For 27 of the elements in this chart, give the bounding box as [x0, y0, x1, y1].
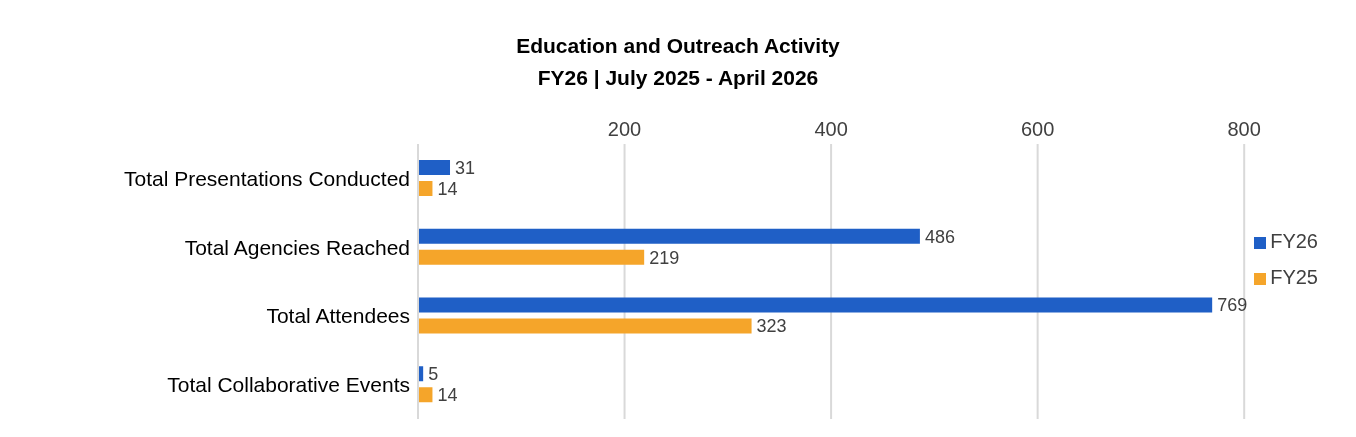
data-label: 5: [428, 364, 439, 385]
legend-label: FY26: [1270, 230, 1318, 252]
x-tick-label: 400: [814, 118, 848, 140]
bar: [418, 387, 433, 403]
y-tick-label: Total Collaborative Events: [167, 373, 410, 397]
data-label: 486: [924, 226, 955, 247]
data-label: 14: [437, 178, 458, 199]
bar: [418, 181, 433, 196]
data-label: 323: [756, 316, 787, 337]
data-label: 769: [1217, 295, 1248, 316]
y-tick-label: Total Presentations Conducted: [123, 166, 410, 190]
bar: [418, 297, 1213, 313]
y-tick-label: Total Agencies Reached: [184, 235, 410, 259]
bar: [418, 318, 752, 334]
x-tick-label: 600: [1020, 118, 1055, 140]
legend-label: FY25: [1270, 266, 1318, 288]
bar: [418, 160, 451, 175]
data-label: 219: [649, 247, 680, 268]
data-label: 14: [437, 385, 458, 406]
bar: [418, 228, 920, 244]
chart-subtitle: FY26 | July 2025 - April 2026: [536, 65, 820, 91]
x-tick-label: 200: [607, 118, 642, 140]
data-label: 31: [455, 157, 476, 178]
chart-title: Education and Outreach Activity: [515, 33, 841, 59]
bar: [418, 249, 645, 265]
y-tick-label: Total Attendees: [266, 304, 410, 328]
x-tick-label: 800: [1227, 118, 1261, 140]
